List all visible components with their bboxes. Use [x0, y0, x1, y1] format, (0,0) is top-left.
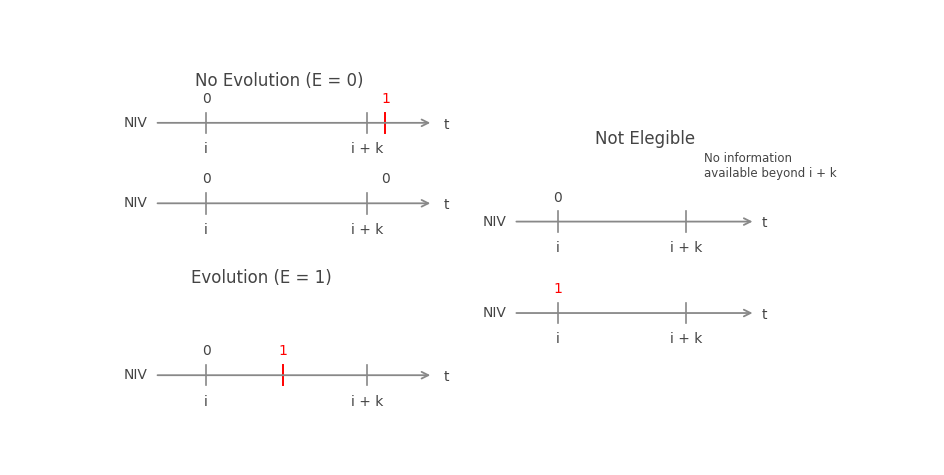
Text: No Evolution (E = 0): No Evolution (E = 0) — [194, 72, 363, 90]
Text: i + k: i + k — [350, 142, 383, 156]
Text: i + k: i + k — [668, 332, 701, 346]
Text: 0: 0 — [552, 191, 562, 205]
Text: i: i — [204, 395, 208, 408]
Text: i: i — [555, 332, 559, 346]
Text: i: i — [204, 142, 208, 156]
Text: 0: 0 — [201, 172, 211, 187]
Text: NIV: NIV — [124, 368, 147, 382]
Text: 0: 0 — [201, 92, 211, 106]
Text: 1: 1 — [380, 92, 390, 106]
Text: NIV: NIV — [481, 306, 506, 320]
Text: t: t — [444, 370, 449, 384]
Text: i + k: i + k — [350, 223, 383, 237]
Text: Not Elegible: Not Elegible — [595, 130, 695, 148]
Text: 1: 1 — [278, 344, 287, 358]
Text: i + k: i + k — [668, 241, 701, 255]
Text: NIV: NIV — [124, 196, 147, 210]
Text: NIV: NIV — [124, 116, 147, 130]
Text: t: t — [444, 198, 449, 212]
Text: 0: 0 — [380, 172, 390, 187]
Text: No information
available beyond i + k: No information available beyond i + k — [703, 152, 835, 180]
Text: t: t — [760, 308, 766, 322]
Text: 1: 1 — [552, 282, 562, 296]
Text: NIV: NIV — [481, 215, 506, 228]
Text: t: t — [444, 118, 449, 132]
Text: i + k: i + k — [350, 395, 383, 408]
Text: 0: 0 — [201, 344, 211, 358]
Text: t: t — [760, 217, 766, 230]
Text: i: i — [204, 223, 208, 237]
Text: i: i — [555, 241, 559, 255]
Text: Evolution (E = 1): Evolution (E = 1) — [191, 269, 331, 287]
